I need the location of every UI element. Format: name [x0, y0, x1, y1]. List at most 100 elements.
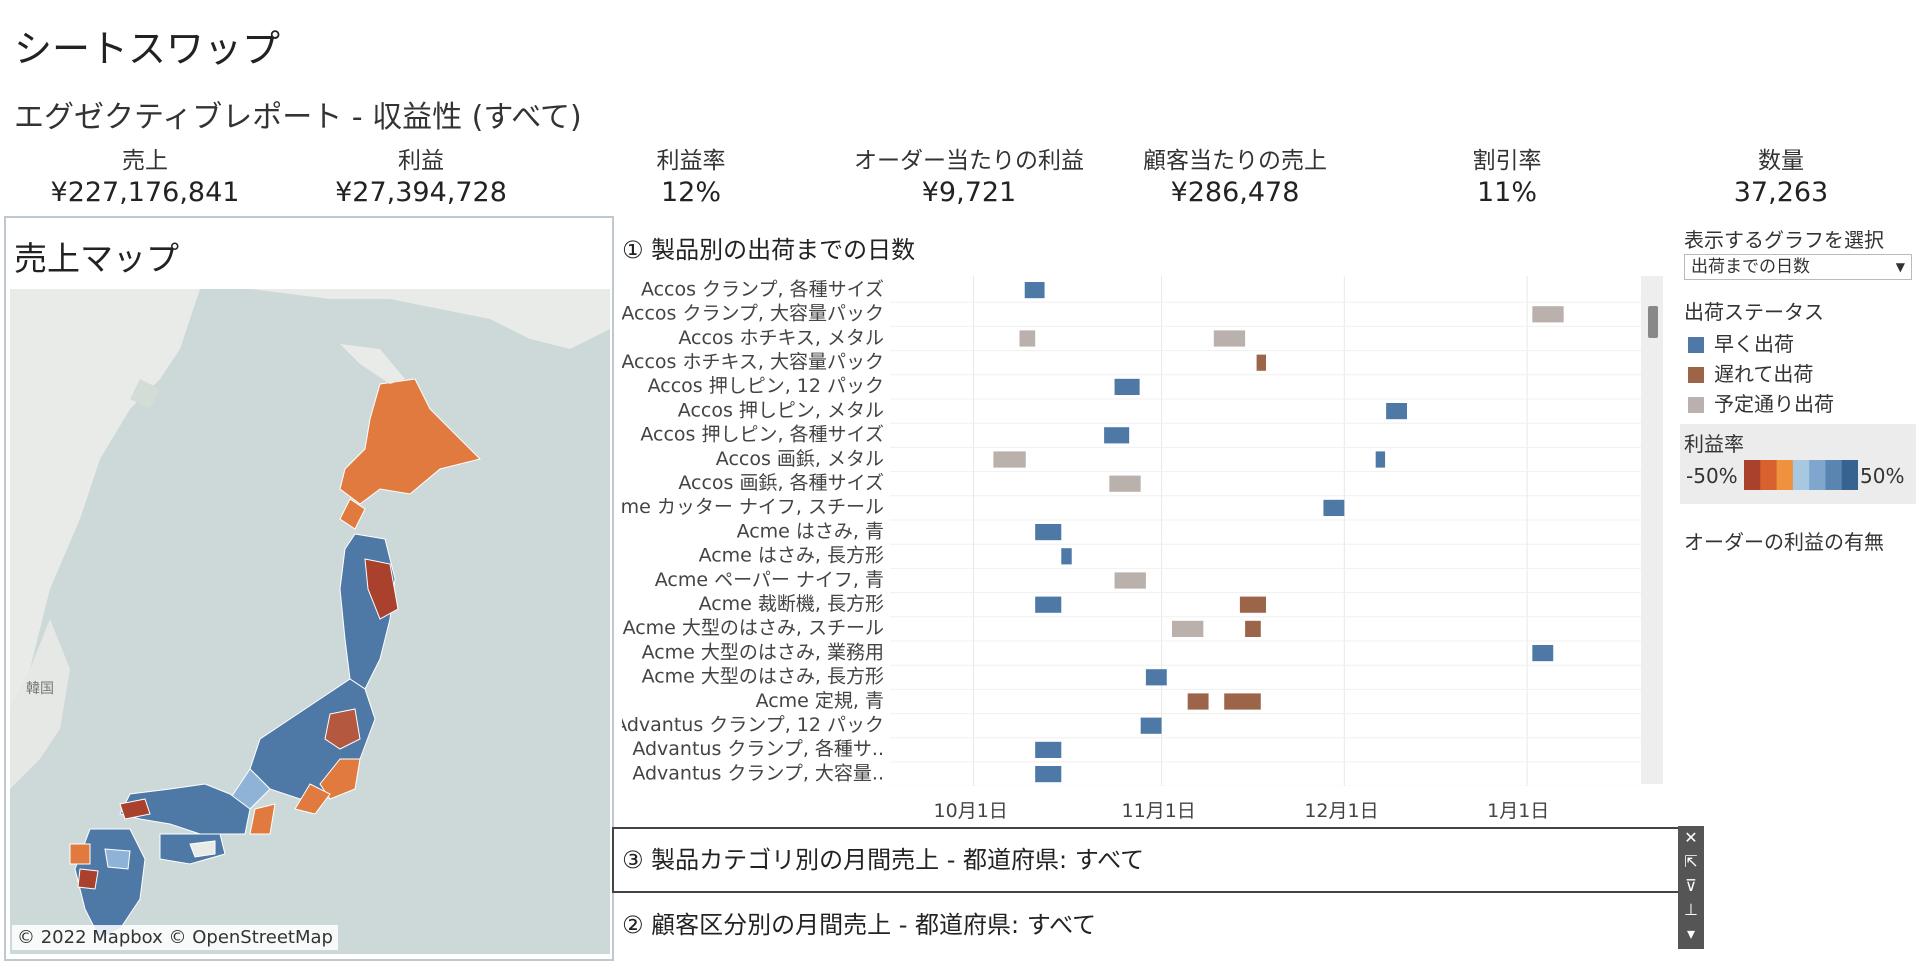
gantt-row-label[interactable]: Accos 押しピン, 各種サイズ	[640, 424, 884, 446]
gantt-bar-early[interactable]	[1024, 282, 1045, 299]
sales-map[interactable]	[10, 289, 610, 954]
gantt-row-label[interactable]: Accos ホチキス, 大容量パック	[622, 351, 884, 373]
gantt-bar-early[interactable]	[1323, 499, 1345, 516]
gantt-scroll-thumb[interactable]	[1648, 306, 1658, 338]
section3-panel[interactable]	[612, 827, 1680, 893]
kpi-label: 利益	[398, 148, 444, 174]
open-new-icon[interactable]: ⇱	[1684, 852, 1698, 871]
gantt-bar-ontime[interactable]	[1114, 572, 1146, 589]
korea-label: 韓国	[26, 681, 54, 697]
gantt-bar-late[interactable]	[1245, 620, 1261, 637]
kpi-label: 利益率	[656, 148, 726, 174]
gantt-bar-early[interactable]	[1532, 645, 1554, 662]
chugoku-shape	[119, 783, 251, 835]
gantt-bar-ontime[interactable]	[1172, 620, 1204, 637]
kagawa-shape	[189, 840, 216, 858]
x-tick-label: 12月1日	[1304, 800, 1379, 822]
gantt-row-label[interactable]: Accos ホチキス, メタル	[678, 327, 884, 349]
legend-item-ontime[interactable]: 予定通り出荷	[1688, 388, 1834, 417]
gantt-row-label[interactable]: Advantus クランプ, 各種サ..	[632, 738, 884, 760]
profit-ratio-step	[1841, 460, 1858, 490]
hokkaido-shape	[339, 378, 481, 505]
gantt-bar-ontime[interactable]	[1532, 306, 1564, 323]
gantt-row-label[interactable]: Accos クランプ, 大容量パック	[622, 303, 884, 325]
profit-ratio-label: 利益率	[1684, 432, 1744, 456]
gantt-bar-early[interactable]	[1035, 524, 1062, 541]
gantt-bar-ontime[interactable]	[1213, 330, 1246, 347]
gantt-bar-ontime[interactable]	[1109, 475, 1141, 492]
profit-ratio-step	[1809, 460, 1826, 490]
gantt-row-label[interactable]: Accos 押しピン, 12 パック	[648, 375, 884, 397]
gantt-row-label[interactable]: Advantus クランプ, 12 パック	[622, 714, 884, 736]
section2-title: ② 顧客区分別の月間売上 - 都道府県: すべて	[622, 911, 1097, 939]
profit-ratio-gradient	[1744, 460, 1858, 490]
legend-item-late[interactable]: 遅れて出荷	[1688, 358, 1813, 387]
gantt-bar-early[interactable]	[1145, 669, 1167, 686]
gantt-row-label[interactable]: Acme 大型のはさみ, スチール	[623, 617, 884, 639]
gantt-bar-early[interactable]	[1140, 717, 1162, 734]
gantt-bar-late[interactable]	[1256, 354, 1266, 371]
gantt-row-label[interactable]: Acme カッター ナイフ, スチール	[622, 496, 884, 518]
profit-ratio-step	[1792, 460, 1810, 490]
kpi-value: ¥227,176,841	[50, 177, 240, 208]
x-tick-label: 1月1日	[1487, 800, 1550, 822]
kpi-label: 売上	[122, 148, 168, 174]
kpi-value: 12%	[660, 177, 721, 208]
gantt-row-label[interactable]: Accos 画鋲, 各種サイズ	[678, 472, 884, 494]
close-icon[interactable]: ✕	[1684, 828, 1698, 847]
gantt-row-label[interactable]: Acme 定規, 青	[756, 690, 884, 712]
report-title: エグゼクティブレポート - 収益性 (すべて)	[14, 100, 582, 135]
kpi-profit-ratio[interactable]: 利益率 12%	[546, 146, 836, 210]
filter-icon[interactable]: ⊽	[1685, 876, 1697, 895]
kpi-quantity[interactable]: 数量 37,263	[1636, 146, 1920, 210]
gantt-bar-ontime[interactable]	[1019, 330, 1036, 347]
gantt-bar-early[interactable]	[1386, 403, 1407, 420]
kpi-sales-per-customer[interactable]: 顧客当たりの売上 ¥286,478	[1090, 146, 1380, 210]
lake-shape	[130, 379, 160, 409]
kpi-sales[interactable]: 売上 ¥227,176,841	[0, 146, 290, 210]
gantt-row-label[interactable]: Accos 画鋲, メタル	[716, 448, 884, 470]
x-tick-label: 11月1日	[1121, 800, 1196, 822]
gantt-bar-early[interactable]	[1035, 766, 1062, 783]
gantt-bar-early[interactable]	[1375, 451, 1386, 468]
swatch-ontime	[1688, 397, 1704, 413]
gantt-bar-ontime[interactable]	[993, 451, 1026, 468]
kpi-profit-per-order[interactable]: オーダー当たりの利益 ¥9,721	[824, 146, 1114, 210]
gantt-row-label[interactable]: Advantus クランプ, 大容量..	[632, 762, 884, 784]
gantt-row-label[interactable]: Acme ペーパー ナイフ, 青	[655, 569, 884, 591]
gantt-bar-late[interactable]	[1187, 693, 1209, 710]
gantt-row-label[interactable]: Accos 押しピン, メタル	[678, 399, 884, 421]
gantt-row-label[interactable]: Acme 大型のはさみ, 業務用	[642, 641, 884, 663]
more-options-icon[interactable]: ▾	[1686, 924, 1696, 943]
gantt-bar-early[interactable]	[1061, 548, 1072, 565]
kanto-shape	[319, 758, 361, 800]
kuril-region	[340, 344, 405, 384]
kpi-value: ¥9,721	[921, 177, 1017, 208]
gantt-bar-early[interactable]	[1114, 378, 1140, 395]
legend-item-early[interactable]: 早く出荷	[1688, 328, 1794, 357]
swatch-early	[1688, 337, 1704, 353]
chevron-down-icon[interactable]: ▼	[1895, 260, 1905, 274]
gantt-bar-early[interactable]	[1035, 596, 1062, 613]
kpi-discount-ratio[interactable]: 割引率 11%	[1362, 146, 1652, 210]
map-canvas	[10, 289, 610, 940]
graph-select-dropdown[interactable]: 出荷までの日数 ▼	[1684, 254, 1912, 280]
map-credit[interactable]: © 2022 Mapbox © OpenStreetMap	[12, 925, 338, 950]
select-graph-label: 表示するグラフを選択	[1684, 228, 1884, 252]
gantt-bar-early[interactable]	[1035, 741, 1062, 758]
kpi-profit[interactable]: 利益 ¥27,394,728	[276, 146, 566, 210]
gantt-row-label[interactable]: Acme はさみ, 青	[737, 520, 884, 542]
gantt-row-label[interactable]: Acme 裁断機, 長方形	[699, 593, 884, 615]
kpi-label: 数量	[1758, 148, 1804, 174]
gantt-scrollbar[interactable]	[1641, 276, 1663, 784]
gantt-bar-late[interactable]	[1239, 596, 1266, 613]
gantt-bar-late[interactable]	[1224, 693, 1261, 710]
gantt-row-label[interactable]: Accos クランプ, 各種サイズ	[641, 278, 884, 300]
pin-icon[interactable]: ⊥	[1684, 900, 1698, 919]
profit-ratio-step	[1825, 460, 1843, 490]
gantt-row-label[interactable]: Acme はさみ, 長方形	[699, 545, 884, 567]
gantt-row-label[interactable]: Acme 大型のはさみ, 長方形	[642, 666, 884, 688]
gantt-chart[interactable]: Accos クランプ, 各種サイズ Accos クランプ, 大容量パック Accos…	[622, 276, 1642, 786]
gantt-bar-early[interactable]	[1104, 427, 1130, 444]
